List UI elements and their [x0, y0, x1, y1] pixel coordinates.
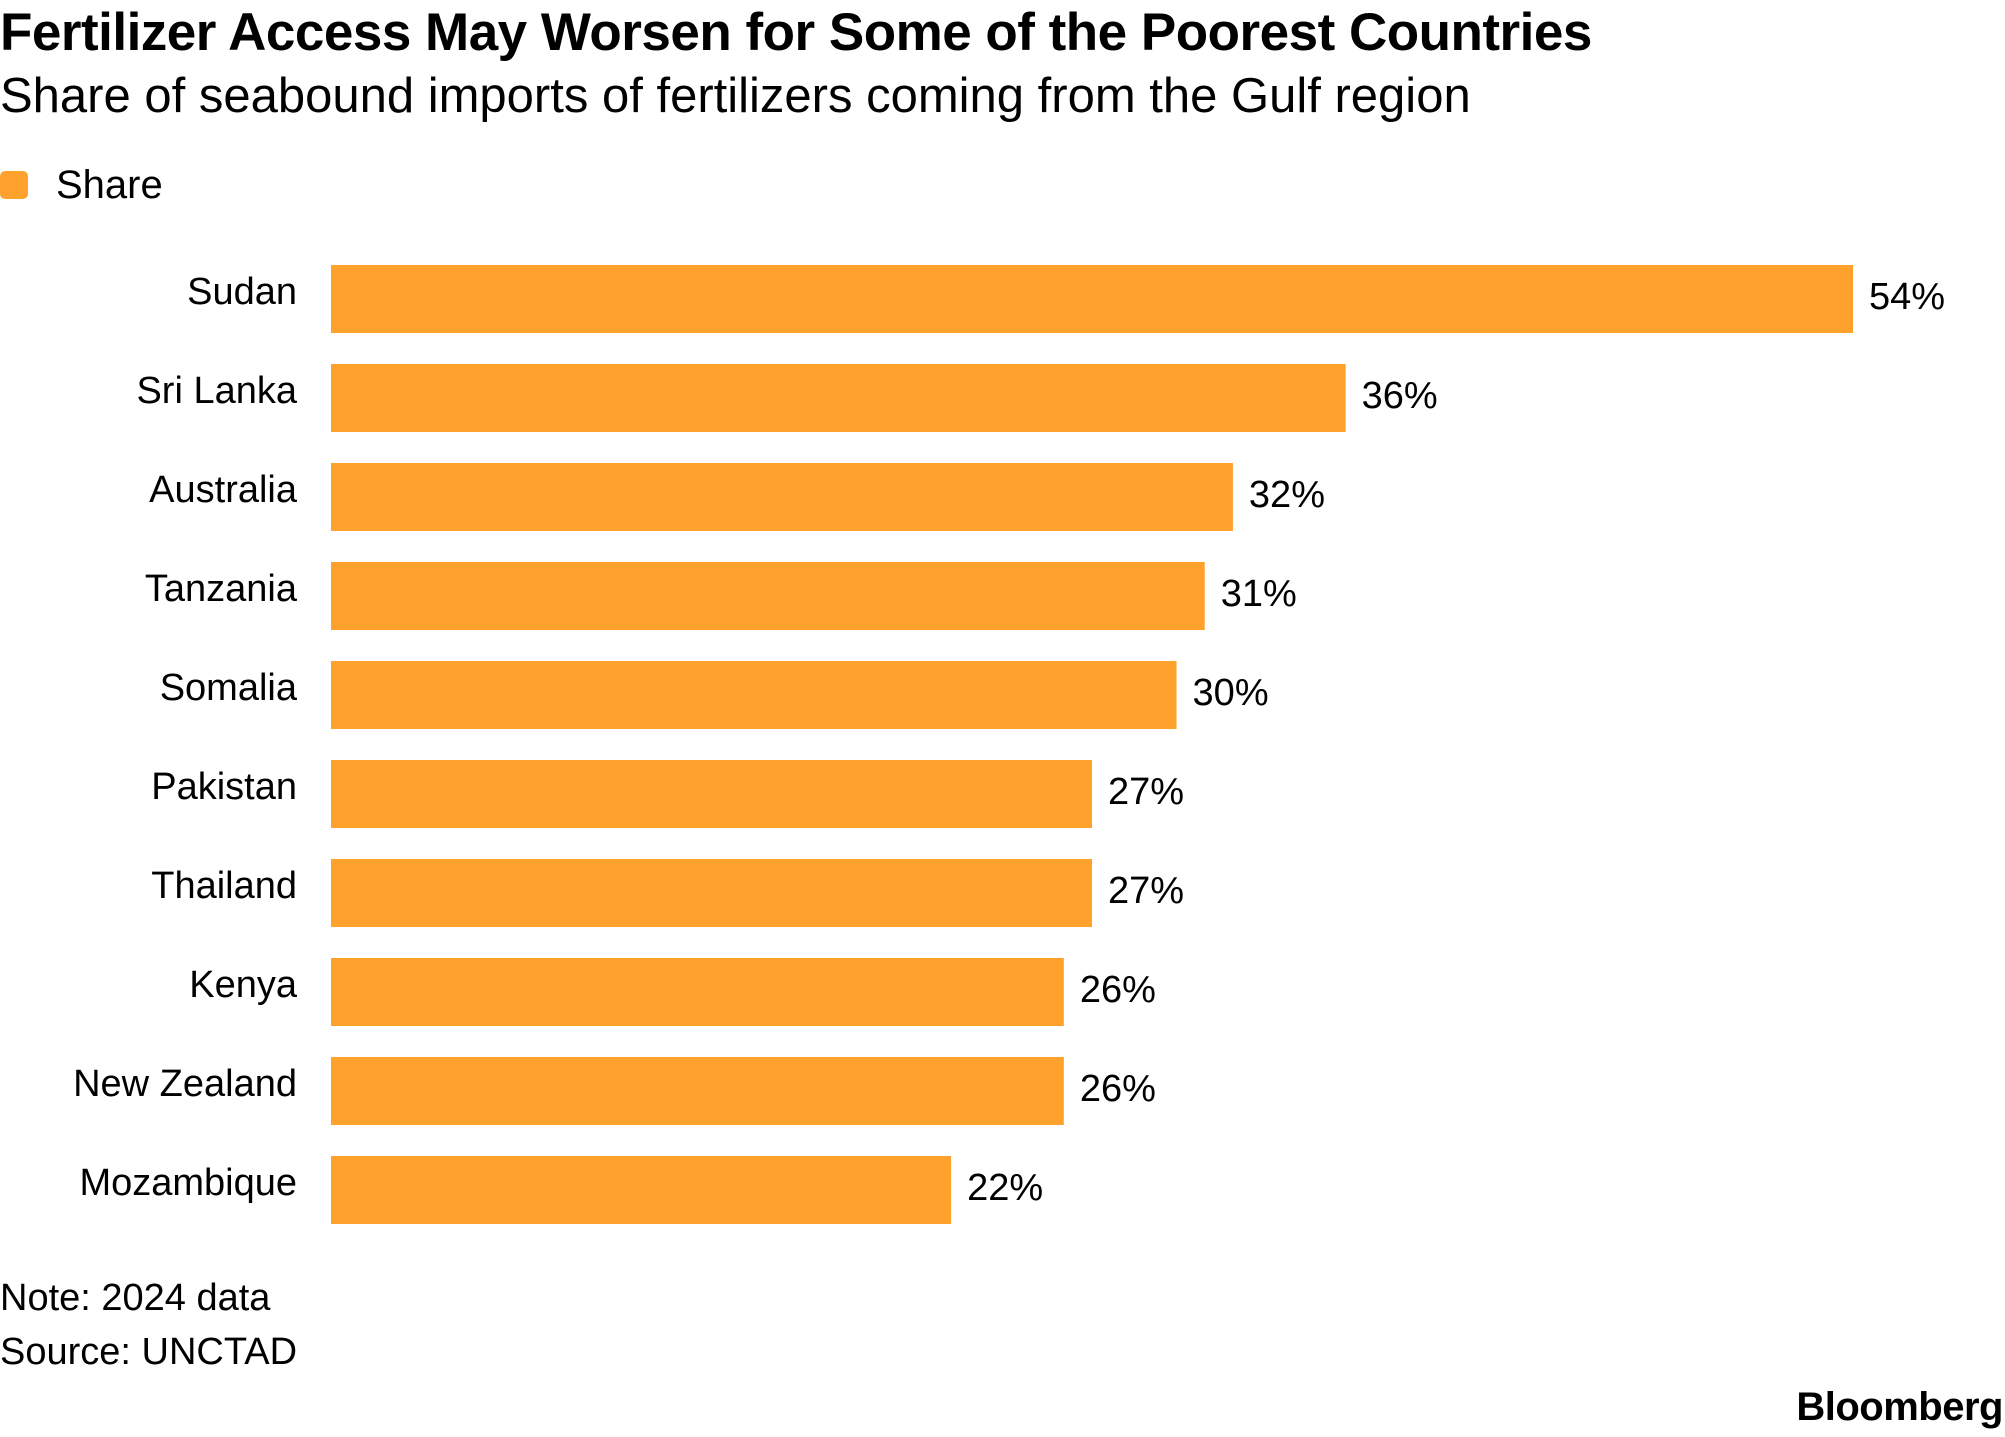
data-label: 26% [1080, 1068, 1156, 1110]
bar [331, 859, 1092, 927]
data-label: 36% [1362, 375, 1438, 417]
category-label: Sudan [187, 271, 297, 313]
bar [331, 463, 1233, 531]
bar [331, 364, 1346, 432]
category-label: Kenya [189, 964, 298, 1006]
category-label: New Zealand [73, 1063, 297, 1105]
data-label: 32% [1249, 474, 1325, 516]
category-label: Sri Lanka [136, 370, 297, 412]
legend-label: Share [56, 162, 163, 207]
bar [331, 661, 1177, 729]
bar [331, 265, 1853, 333]
bar-chart: Sudan 54% Sri Lanka 36% Australia 32% Tanzania… [73, 265, 1945, 1224]
category-label: Thailand [151, 865, 297, 907]
bar [331, 760, 1092, 828]
data-label: 54% [1869, 276, 1945, 318]
category-label: Tanzania [145, 568, 298, 610]
category-label: Australia [149, 469, 298, 511]
legend: Share [0, 160, 163, 210]
category-label: Somalia [160, 667, 298, 709]
chart-subtitle: Share of seabound imports of fertilizers… [0, 69, 1471, 123]
bloomberg-logo: Bloomberg [1796, 1385, 2003, 1429]
footnote: Note: 2024 data [0, 1277, 271, 1319]
bar [331, 1156, 952, 1224]
data-label: 27% [1108, 870, 1184, 912]
data-label: 26% [1080, 969, 1156, 1011]
category-label: Mozambique [79, 1162, 297, 1204]
data-label: 22% [967, 1167, 1043, 1209]
bar [331, 562, 1205, 630]
bar [331, 958, 1064, 1026]
source-note: Source: UNCTAD [0, 1331, 298, 1373]
category-label: Pakistan [151, 766, 297, 808]
data-label: 31% [1221, 573, 1297, 615]
bar [331, 1057, 1064, 1125]
data-label: 27% [1108, 771, 1184, 813]
chart-title: Fertilizer Access May Worsen for Some of… [0, 3, 1592, 62]
legend-swatch [0, 171, 28, 199]
data-label: 30% [1193, 672, 1269, 714]
